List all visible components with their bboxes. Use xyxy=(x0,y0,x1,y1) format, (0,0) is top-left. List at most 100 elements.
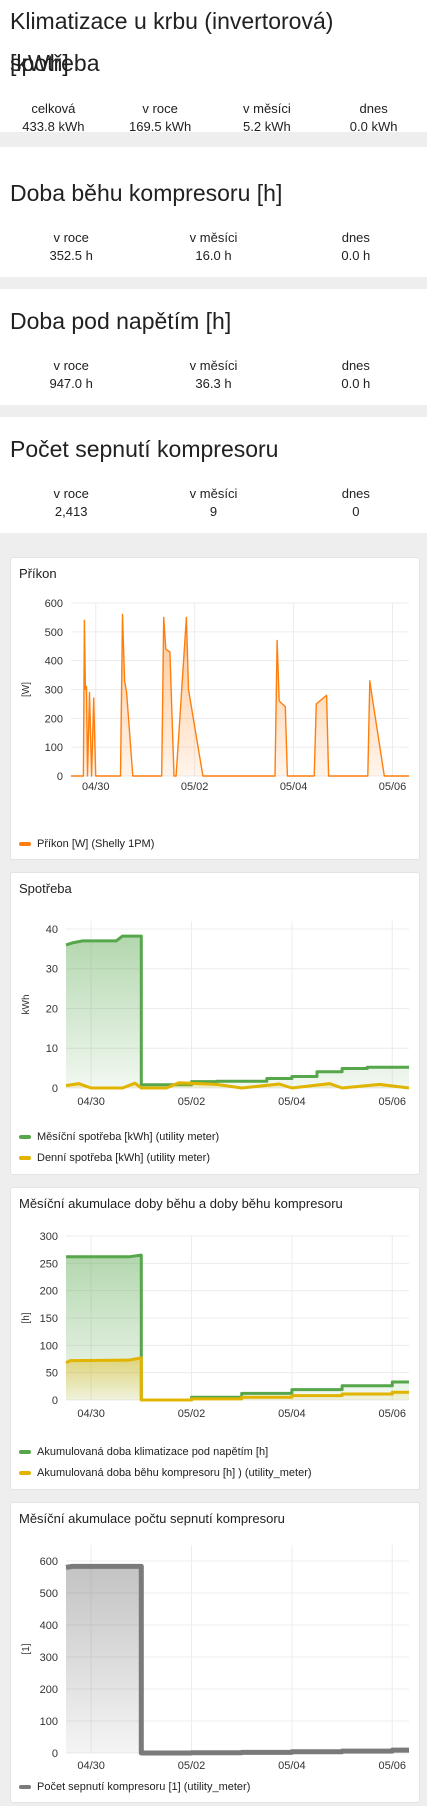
series-area xyxy=(66,1082,409,1088)
y-tick-label: 0 xyxy=(52,1083,58,1095)
x-tick-label: 05/02 xyxy=(178,1096,206,1108)
legend-item[interactable]: Příkon [W] (Shelly 1PM) xyxy=(19,838,154,850)
y-tick-label: 100 xyxy=(45,742,63,754)
stat-label: v měsíci xyxy=(189,486,238,501)
x-tick-label: 05/06 xyxy=(379,781,407,793)
starts-accumulation-graph-card[interactable]: Měsíční akumulace počtu sepnutí kompreso… xyxy=(10,1502,420,1803)
x-tick-label: 04/30 xyxy=(77,1760,105,1772)
legend-swatch xyxy=(19,1450,31,1454)
legend-item[interactable]: Měsíční spotřeba [kWh] (utility meter) xyxy=(19,1131,219,1143)
x-tick-label: 04/30 xyxy=(82,781,110,793)
stat-value: 0.0 h xyxy=(341,376,371,391)
consumption-graph-card[interactable]: Spotřeba 40 30 20 10 0 04/30 05/02 05/04 05/06 kW… xyxy=(10,872,420,1175)
y-tick-label: 400 xyxy=(45,656,63,668)
y-tick-label: 400 xyxy=(40,1620,58,1632)
stat-value: 16.0 h xyxy=(195,248,232,263)
energy-stats-card[interactable]: Klimatizace u krbu (invertorová) spotřeb… xyxy=(0,0,427,134)
series-area xyxy=(66,1566,409,1753)
legend-item[interactable]: Denní spotřeba [kWh] (utility meter) xyxy=(19,1152,210,1164)
x-tick-label: 05/06 xyxy=(379,1760,407,1772)
y-tick-label: 100 xyxy=(40,1340,58,1352)
legend-item[interactable]: Akumulovaná doba běhu kompresoru [h] ) (… xyxy=(19,1467,312,1479)
power-chart[interactable]: 600 500 400 300 200 100 0 04/30 05/02 05/04 05/06 [… xyxy=(11,558,421,828)
y-tick-label: 500 xyxy=(45,627,63,639)
y-tick-label: 40 xyxy=(46,924,58,936)
graph-title: Měsíční akumulace doby běhu a doby běhu … xyxy=(19,1196,343,1211)
starts-title: Počet sepnutí kompresoru xyxy=(10,436,279,462)
legend-label: Akumulovaná doba klimatizace pod napětím… xyxy=(37,1446,269,1458)
stat-label: dnes xyxy=(341,230,370,245)
energy-title-line2: [kWh] xyxy=(10,50,69,76)
y-axis-label: [1] xyxy=(21,1643,32,1654)
series-area xyxy=(71,614,409,776)
stat-label: dnes xyxy=(341,358,370,373)
series-line[interactable] xyxy=(65,1563,409,1756)
y-tick-label: 200 xyxy=(40,1286,58,1298)
runtime-stats-row: v roce 352.5 h v měsíci 16.0 h dnes 0.0 h xyxy=(0,229,427,265)
stat-today: dnes 0.0 kWh xyxy=(320,100,427,136)
stat-value: 169.5 kWh xyxy=(129,119,192,134)
stat-label: v roce xyxy=(142,101,178,116)
stat-label: v roce xyxy=(53,486,89,501)
y-tick-label: 250 xyxy=(40,1258,58,1270)
y-tick-label: 200 xyxy=(40,1684,58,1696)
stat-today: dnes 0.0 h xyxy=(285,357,427,393)
powered-stats-row: v roce 947.0 h v měsíci 36.3 h dnes 0.0 h xyxy=(0,357,427,393)
series-line[interactable] xyxy=(65,1081,410,1090)
y-axis-label: kWh xyxy=(21,995,32,1015)
legend-item[interactable]: Akumulovaná doba klimatizace pod napětím… xyxy=(19,1446,268,1458)
graph-title: Spotřeba xyxy=(19,881,72,896)
runtime-stats-card[interactable]: Doba běhu kompresoru [h] v roce 352.5 h v… xyxy=(0,147,427,277)
stat-today: dnes 0.0 h xyxy=(285,229,427,265)
stat-value: 433.8 kWh xyxy=(22,119,85,134)
legend-label: Příkon [W] (Shelly 1PM) xyxy=(37,838,155,850)
stat-month: v měsíci 5.2 kWh xyxy=(214,100,321,136)
stat-month: v měsíci 16.0 h xyxy=(142,229,284,265)
stat-label: dnes xyxy=(341,486,370,501)
x-tick-label: 05/04 xyxy=(280,781,308,793)
legend-swatch xyxy=(19,842,31,846)
legend-swatch xyxy=(19,1471,31,1475)
power-graph-card[interactable]: Příkon 600 500 400 300 200 100 0 04/30 05/02 05/0… xyxy=(10,557,420,860)
stat-value: 0.0 h xyxy=(341,248,371,263)
x-tick-label: 05/04 xyxy=(278,1408,306,1420)
runtime-accumulation-chart[interactable]: 300 250 200 150 100 50 0 04/30 05/02 05/04 05/06 [h… xyxy=(11,1188,421,1448)
stat-label: v měsíci xyxy=(243,101,291,116)
legend-item[interactable]: Počet sepnutí kompresoru [1] (utility_me… xyxy=(19,1781,250,1793)
stat-value: 5.2 kWh xyxy=(243,119,291,134)
series-area xyxy=(66,936,409,1088)
starts-accumulation-chart[interactable]: 600 500 400 300 200 100 0 04/30 05/02 05/04 05/06 [… xyxy=(11,1503,421,1778)
x-tick-label: 05/04 xyxy=(278,1096,306,1108)
y-tick-label: 600 xyxy=(45,598,63,610)
powered-stats-card[interactable]: Doba pod napětím [h] v roce 947.0 h v měs… xyxy=(0,289,427,405)
y-tick-label: 600 xyxy=(40,1556,58,1568)
series-area xyxy=(66,1357,409,1400)
series-line[interactable] xyxy=(71,613,409,777)
stat-label: v roce xyxy=(53,358,89,373)
stat-label: celková xyxy=(31,101,76,116)
y-tick-label: 300 xyxy=(40,1231,58,1243)
consumption-chart[interactable]: 40 30 20 10 0 04/30 05/02 05/04 05/06 kWh xyxy=(11,873,421,1133)
stat-value: 0 xyxy=(352,504,360,519)
series-line[interactable] xyxy=(65,1356,409,1402)
y-tick-label: 300 xyxy=(40,1652,58,1664)
x-tick-label: 05/04 xyxy=(278,1760,306,1772)
runtime-accumulation-graph-card[interactable]: Měsíční akumulace doby běhu a doby běhu … xyxy=(10,1187,420,1490)
x-tick-label: 05/02 xyxy=(178,1760,206,1772)
y-axis-label: [W] xyxy=(21,682,32,697)
stat-year: v roce 2,413 xyxy=(0,485,142,521)
stat-today: dnes 0 xyxy=(285,485,427,521)
y-tick-label: 0 xyxy=(57,771,63,783)
series-line[interactable] xyxy=(66,1253,409,1402)
stat-year: v roce 947.0 h xyxy=(0,357,142,393)
legend-swatch xyxy=(19,1785,31,1789)
stat-value: 0.0 kWh xyxy=(349,119,398,134)
runtime-title: Doba běhu kompresoru [h] xyxy=(10,180,283,206)
graph-title: Měsíční akumulace počtu sepnutí kompreso… xyxy=(19,1511,285,1526)
x-tick-label: 05/02 xyxy=(181,781,209,793)
stat-year: v roce 352.5 h xyxy=(0,229,142,265)
y-tick-label: 30 xyxy=(46,964,58,976)
starts-stats-card[interactable]: Počet sepnutí kompresoru v roce 2,413 v m… xyxy=(0,417,427,533)
starts-stats-row: v roce 2,413 v měsíci 9 dnes 0 xyxy=(0,485,427,521)
series-line[interactable] xyxy=(65,934,409,1087)
